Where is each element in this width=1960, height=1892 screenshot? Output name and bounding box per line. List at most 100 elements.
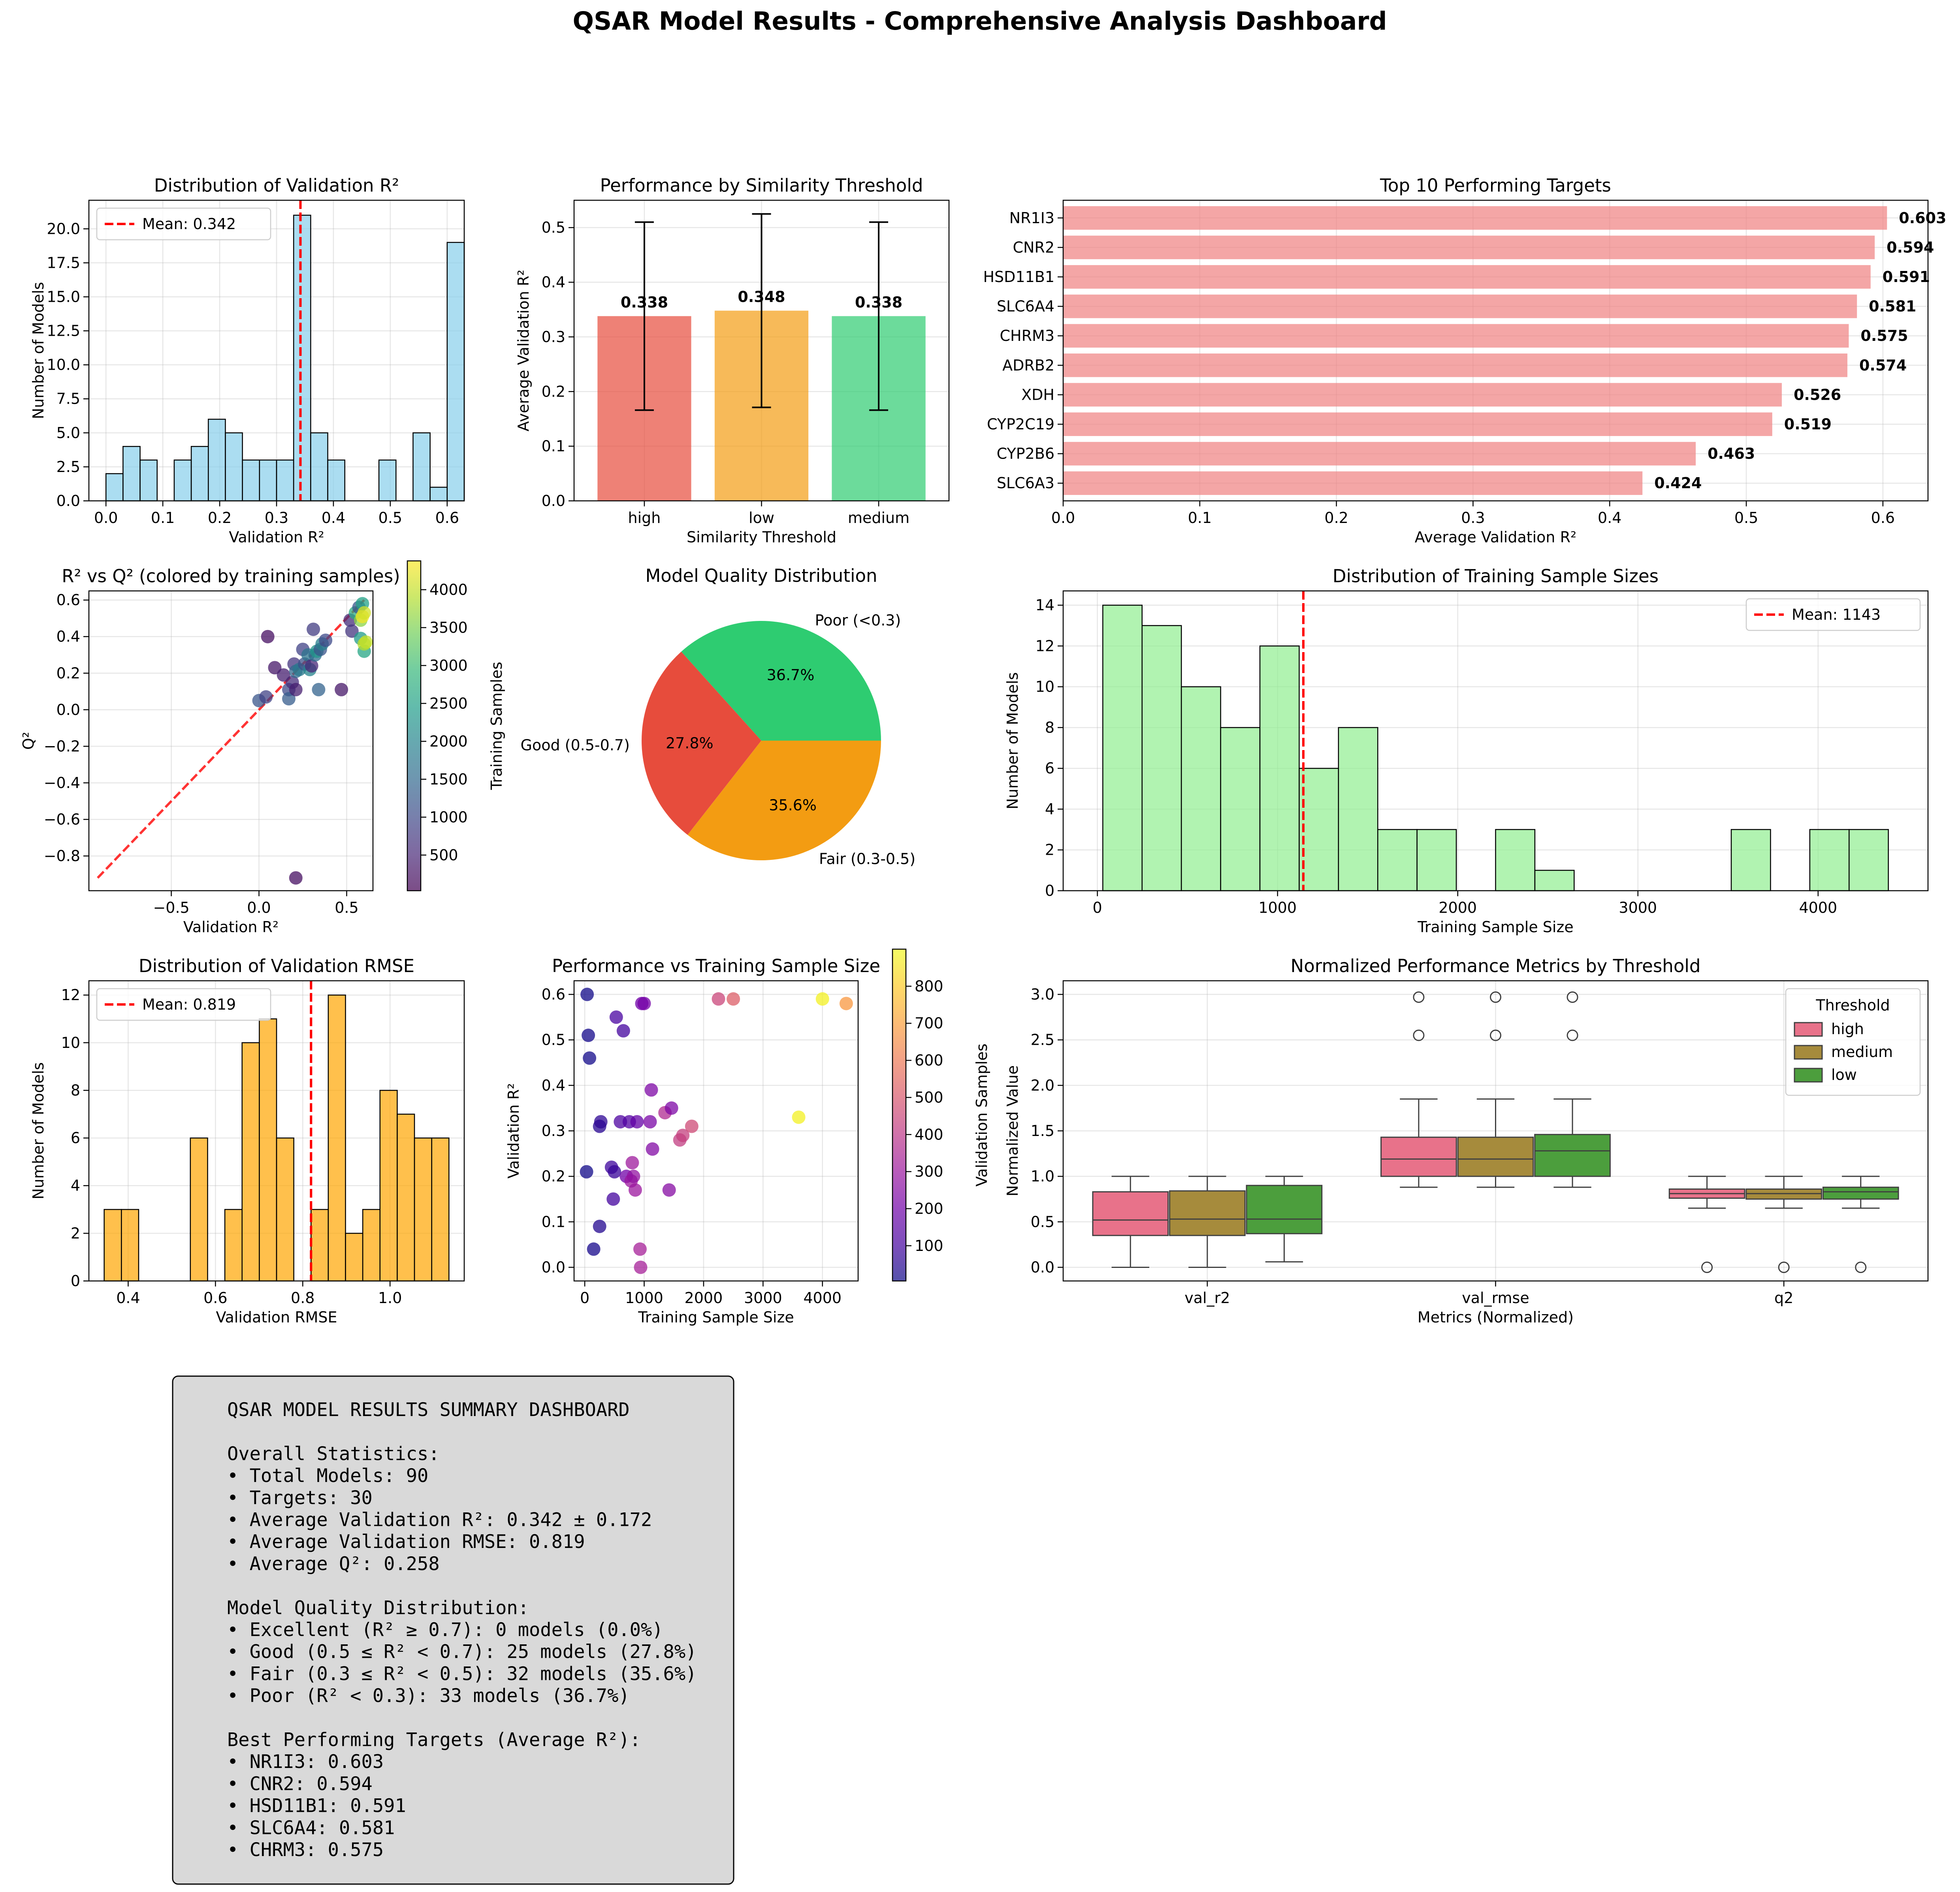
legend-label: low xyxy=(1831,1066,1857,1083)
legend-box xyxy=(1745,598,1921,631)
x-category-label: low xyxy=(749,509,774,527)
hist-bar xyxy=(259,459,277,502)
hist-bar xyxy=(1534,870,1575,891)
x-category-label: val_r2 xyxy=(1184,1289,1230,1307)
y-tick-label: −0.2 xyxy=(44,737,80,755)
x-tick-label: 0.6 xyxy=(435,509,459,527)
x-tick-label: 0.6 xyxy=(203,1289,227,1307)
x-tick-label: 0.1 xyxy=(1188,509,1212,527)
chart-normalized_box: 0.0 0.5 1.0 1.5 2.0 2.5 3.0 val_r2 val_rmse q2 Nor… xyxy=(1004,955,1929,1326)
chart-title: Performance by Similarity Threshold xyxy=(600,175,923,196)
x-tick-label: 2000 xyxy=(685,1289,723,1307)
y-tick-label: 6 xyxy=(71,1129,80,1147)
x-tick-label: 0.5 xyxy=(335,899,358,916)
bar xyxy=(1063,235,1875,260)
scatter-point xyxy=(643,1115,657,1128)
hist-bar xyxy=(1416,829,1457,891)
hist-bar xyxy=(105,473,124,502)
y-axis-label: Validation R² xyxy=(505,1083,522,1178)
y-tick-label: 12.5 xyxy=(47,322,80,340)
y-tick-label: 0.3 xyxy=(542,328,565,346)
target-label: CYP2B6 xyxy=(997,445,1054,463)
summary-line: • SLC6A4: 0.581 xyxy=(227,1817,395,1839)
box xyxy=(1380,1136,1457,1177)
x-tick-label: 0.6 xyxy=(1871,509,1895,527)
hist-bar xyxy=(104,1209,122,1282)
y-tick-label: 14 xyxy=(1036,596,1054,614)
outlier-point xyxy=(1490,1029,1501,1041)
y-tick-label: 20.0 xyxy=(47,220,80,237)
x-axis-label: Training Sample Size xyxy=(1417,918,1574,936)
hist-bar xyxy=(293,214,311,502)
x-tick-label: 0.0 xyxy=(1051,509,1075,527)
chart-title: Distribution of Validation R² xyxy=(154,175,399,196)
y-tick-label: 0.2 xyxy=(542,383,565,400)
target-label: NR1I3 xyxy=(1009,209,1054,227)
x-tick-label: 0.0 xyxy=(94,509,118,527)
y-axis-label: Average Validation R² xyxy=(515,270,532,431)
x-tick-label: 0.1 xyxy=(151,509,175,527)
x-category-label: val_rmse xyxy=(1462,1289,1529,1307)
legend-mean-label: Mean: 1143 xyxy=(1792,606,1881,623)
legend: Mean: 0.342 xyxy=(96,207,271,241)
pie-pct-label: 27.8% xyxy=(666,734,714,752)
hist-bar xyxy=(225,432,243,502)
x-tick-label: 0.2 xyxy=(208,509,232,527)
hist-bar xyxy=(1299,767,1339,891)
scatter-point xyxy=(606,1192,620,1206)
outlier-point xyxy=(1701,1261,1713,1273)
scatter-point xyxy=(633,1242,647,1256)
y-tick-label: 7.5 xyxy=(56,390,80,408)
scatter-point xyxy=(587,1242,601,1256)
chart-title: Distribution of Validation RMSE xyxy=(139,955,414,976)
scatter-point xyxy=(627,1170,640,1183)
x-tick-label: 4000 xyxy=(1799,899,1837,916)
hist-bar xyxy=(446,242,465,502)
scatter-point xyxy=(792,1110,806,1124)
scatter-point xyxy=(625,1156,639,1170)
hist-bar xyxy=(362,1209,381,1282)
y-tick-label: −0.8 xyxy=(44,847,80,865)
colorbar-tick-label: 700 xyxy=(915,1015,943,1032)
scatter-point xyxy=(644,1083,658,1097)
x-tick-label: 1.0 xyxy=(378,1289,402,1307)
y-tick-label: 2 xyxy=(1045,841,1054,859)
scatter-point xyxy=(259,690,273,704)
summary-line: • CHRM3: 0.575 xyxy=(227,1839,384,1861)
target-label: SLC6A4 xyxy=(997,298,1054,315)
hist-bar xyxy=(1809,829,1850,891)
axes-frame xyxy=(573,199,950,502)
y-tick-label: 0.0 xyxy=(56,701,80,718)
chart-quality_pie: Model Quality Distribution 36.7% Poor (<0.… xyxy=(521,565,916,868)
hist-bar xyxy=(1338,727,1378,891)
scatter-point xyxy=(580,1165,593,1179)
box xyxy=(1092,1191,1169,1236)
y-tick-label: 0.4 xyxy=(542,1077,565,1094)
scatter-point xyxy=(839,997,853,1010)
legend-mean-label: Mean: 0.342 xyxy=(142,215,236,233)
legend: Mean: 0.819 xyxy=(96,988,271,1021)
hist-bar xyxy=(276,1137,294,1282)
bar xyxy=(1063,353,1847,377)
colorbar-tick-label: 1500 xyxy=(429,771,468,788)
y-tick-label: 0.4 xyxy=(56,628,80,645)
pie-pct-label: 36.7% xyxy=(767,666,815,684)
x-tick-label: 0.8 xyxy=(291,1289,314,1307)
y-tick-label: 4 xyxy=(71,1177,80,1194)
y-tick-label: 5.0 xyxy=(56,424,80,442)
y-tick-label: 12 xyxy=(1036,637,1054,654)
outlier-point xyxy=(1490,991,1501,1003)
hist-bar xyxy=(1141,625,1182,891)
hist-bar xyxy=(224,1209,243,1282)
bar-value-label: 0.424 xyxy=(1654,474,1702,492)
y-tick-label: 1.0 xyxy=(1031,1168,1054,1185)
summary-line: Best Performing Targets (Average R²): xyxy=(227,1729,641,1751)
chart-title: Distribution of Training Sample Sizes xyxy=(1333,566,1659,587)
chart-title: Normalized Performance Metrics by Thresh… xyxy=(1291,955,1701,976)
pie-category-label: Poor (<0.3) xyxy=(815,612,901,629)
chart-title: R² vs Q² (colored by training samples) xyxy=(62,566,400,587)
outlier-point xyxy=(1566,1029,1578,1041)
hist-bar xyxy=(1849,829,1889,891)
pie-slice xyxy=(687,741,881,860)
